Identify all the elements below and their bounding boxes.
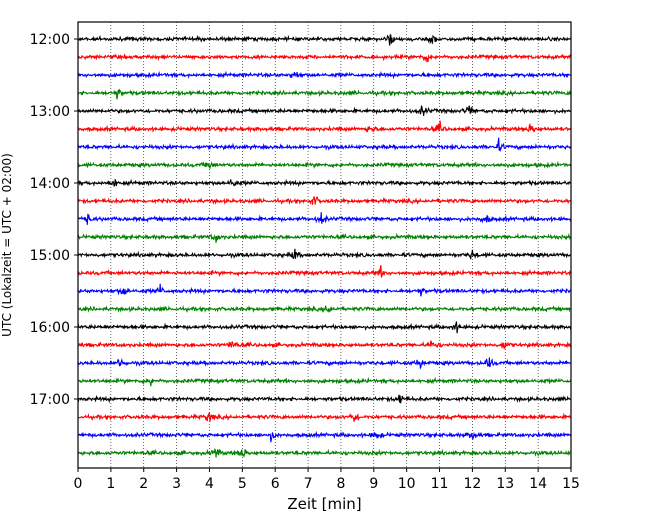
trace-line <box>77 265 572 278</box>
vertical-gridlines <box>110 22 539 468</box>
y-tick-label: 15:00 <box>30 248 70 264</box>
trace-line <box>77 394 572 404</box>
x-tick-label: 0 <box>74 476 83 492</box>
x-tick-label: 13 <box>496 476 514 492</box>
x-tick-label: 9 <box>369 476 378 492</box>
trace-line <box>77 34 572 46</box>
x-tick-label: 4 <box>205 476 214 492</box>
y-tick-label: 16:00 <box>30 320 70 336</box>
trace-line <box>77 412 572 422</box>
trace-line <box>77 212 572 225</box>
trace-line <box>77 88 572 100</box>
trace-line <box>77 53 572 63</box>
x-tick-label: 14 <box>529 476 547 492</box>
x-tick-label: 1 <box>106 476 115 492</box>
seismic-traces <box>77 34 572 458</box>
trace-line <box>77 120 572 133</box>
trace-line <box>77 447 572 458</box>
plot-frame <box>77 21 572 469</box>
x-tick-label: 10 <box>398 476 416 492</box>
x-tick-label: 3 <box>172 476 181 492</box>
trace-line <box>77 376 572 387</box>
trace-line <box>77 321 572 334</box>
x-tick-label: 6 <box>271 476 280 492</box>
trace-line <box>77 137 572 153</box>
trace-line <box>77 340 572 350</box>
x-tick-label: 7 <box>304 476 313 492</box>
y-axis-label: UTC (Lokalzeit = UTC + 02:00) <box>0 153 14 337</box>
x-tick-label: 2 <box>139 476 148 492</box>
trace-line <box>77 304 572 314</box>
y-tick-label: 17:00 <box>30 392 70 408</box>
x-tick-label: 5 <box>238 476 247 492</box>
trace-line <box>77 248 572 260</box>
x-tick-label: 15 <box>562 476 580 492</box>
trace-line <box>77 232 572 243</box>
y-tick-label: 14:00 <box>30 176 70 192</box>
y-axis-ticks: 12:00 13:00 14:00 15:00 16:00 17:00 <box>30 32 78 408</box>
y-tick-label: 12:00 <box>30 32 70 48</box>
trace-line <box>77 430 572 443</box>
trace-line <box>77 105 572 116</box>
x-axis-label: Zeit [min] <box>287 495 361 513</box>
trace-line <box>77 178 572 188</box>
trace-line <box>77 357 572 370</box>
x-tick-label: 12 <box>463 476 481 492</box>
x-axis-ticks: 0 1 2 3 4 5 6 7 8 9 10 11 12 13 14 15 <box>74 468 580 492</box>
trace-line <box>77 160 572 170</box>
x-tick-label: 11 <box>431 476 449 492</box>
y-tick-label: 13:00 <box>30 104 70 120</box>
x-tick-label: 8 <box>336 476 345 492</box>
trace-line <box>77 196 572 206</box>
trace-line <box>77 70 572 80</box>
trace-line <box>77 283 572 297</box>
